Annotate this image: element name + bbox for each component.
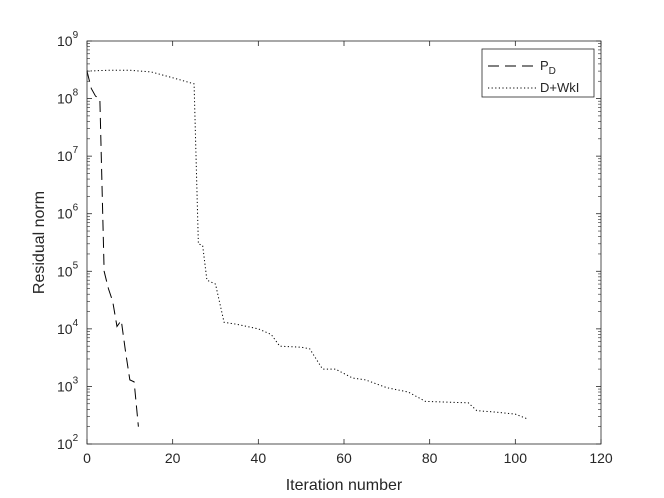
y-tick-exponent: 8 [73,88,79,99]
y-axis-label: Residual norm [31,191,48,294]
legend-box [481,48,595,98]
y-tick-exponent: 7 [73,145,79,156]
y-tick-label: 106 [57,203,79,222]
y-tick-label: 109 [57,30,79,49]
x-tick-labels: 0 20 40 60 80 100 120 [83,450,613,466]
ticks-layer [86,40,602,445]
x-tick-label: 120 [589,450,613,466]
series-line-dwki [86,69,529,420]
series-layer [86,69,529,427]
legend-label-pd-subscript: D [549,66,556,77]
y-tick-label: 102 [57,433,79,452]
y-tick-label: 104 [57,318,79,337]
y-tick-exponent: 2 [73,433,79,444]
y-tick-base: 10 [57,148,73,164]
y-tick-label: 107 [57,145,79,164]
y-tick-base: 10 [57,206,73,222]
y-tick-base: 10 [57,91,73,107]
y-tick-exponent: 4 [73,318,79,329]
series-line-pd [86,70,139,427]
x-axis-label: Iteration number [286,477,403,494]
x-tick-label: 80 [422,450,438,466]
y-tick-exponent: 5 [73,260,79,271]
x-tick-label: 0 [83,450,91,466]
legend-label-dwki: D+WkI [540,80,579,95]
y-tick-exponent: 3 [73,375,79,386]
legend: PD D+WkI [481,48,595,98]
y-tick-base: 10 [57,436,73,452]
x-tick-label: 60 [336,450,352,466]
legend-label-pd: PD [540,58,556,77]
x-tick-label: 100 [504,450,528,466]
y-tick-base: 10 [57,33,73,49]
y-tick-base: 10 [57,321,73,337]
x-tick-label: 20 [165,450,181,466]
y-tick-label: 108 [57,88,79,107]
y-tick-base: 10 [57,263,73,279]
legend-label-pd-main: P [540,58,549,73]
y-tick-label: 103 [57,375,79,394]
x-tick-label: 40 [251,450,267,466]
y-tick-label: 105 [57,260,79,279]
y-tick-exponent: 6 [73,203,79,214]
y-tick-exponent: 9 [73,30,79,41]
y-tick-base: 10 [57,378,73,394]
